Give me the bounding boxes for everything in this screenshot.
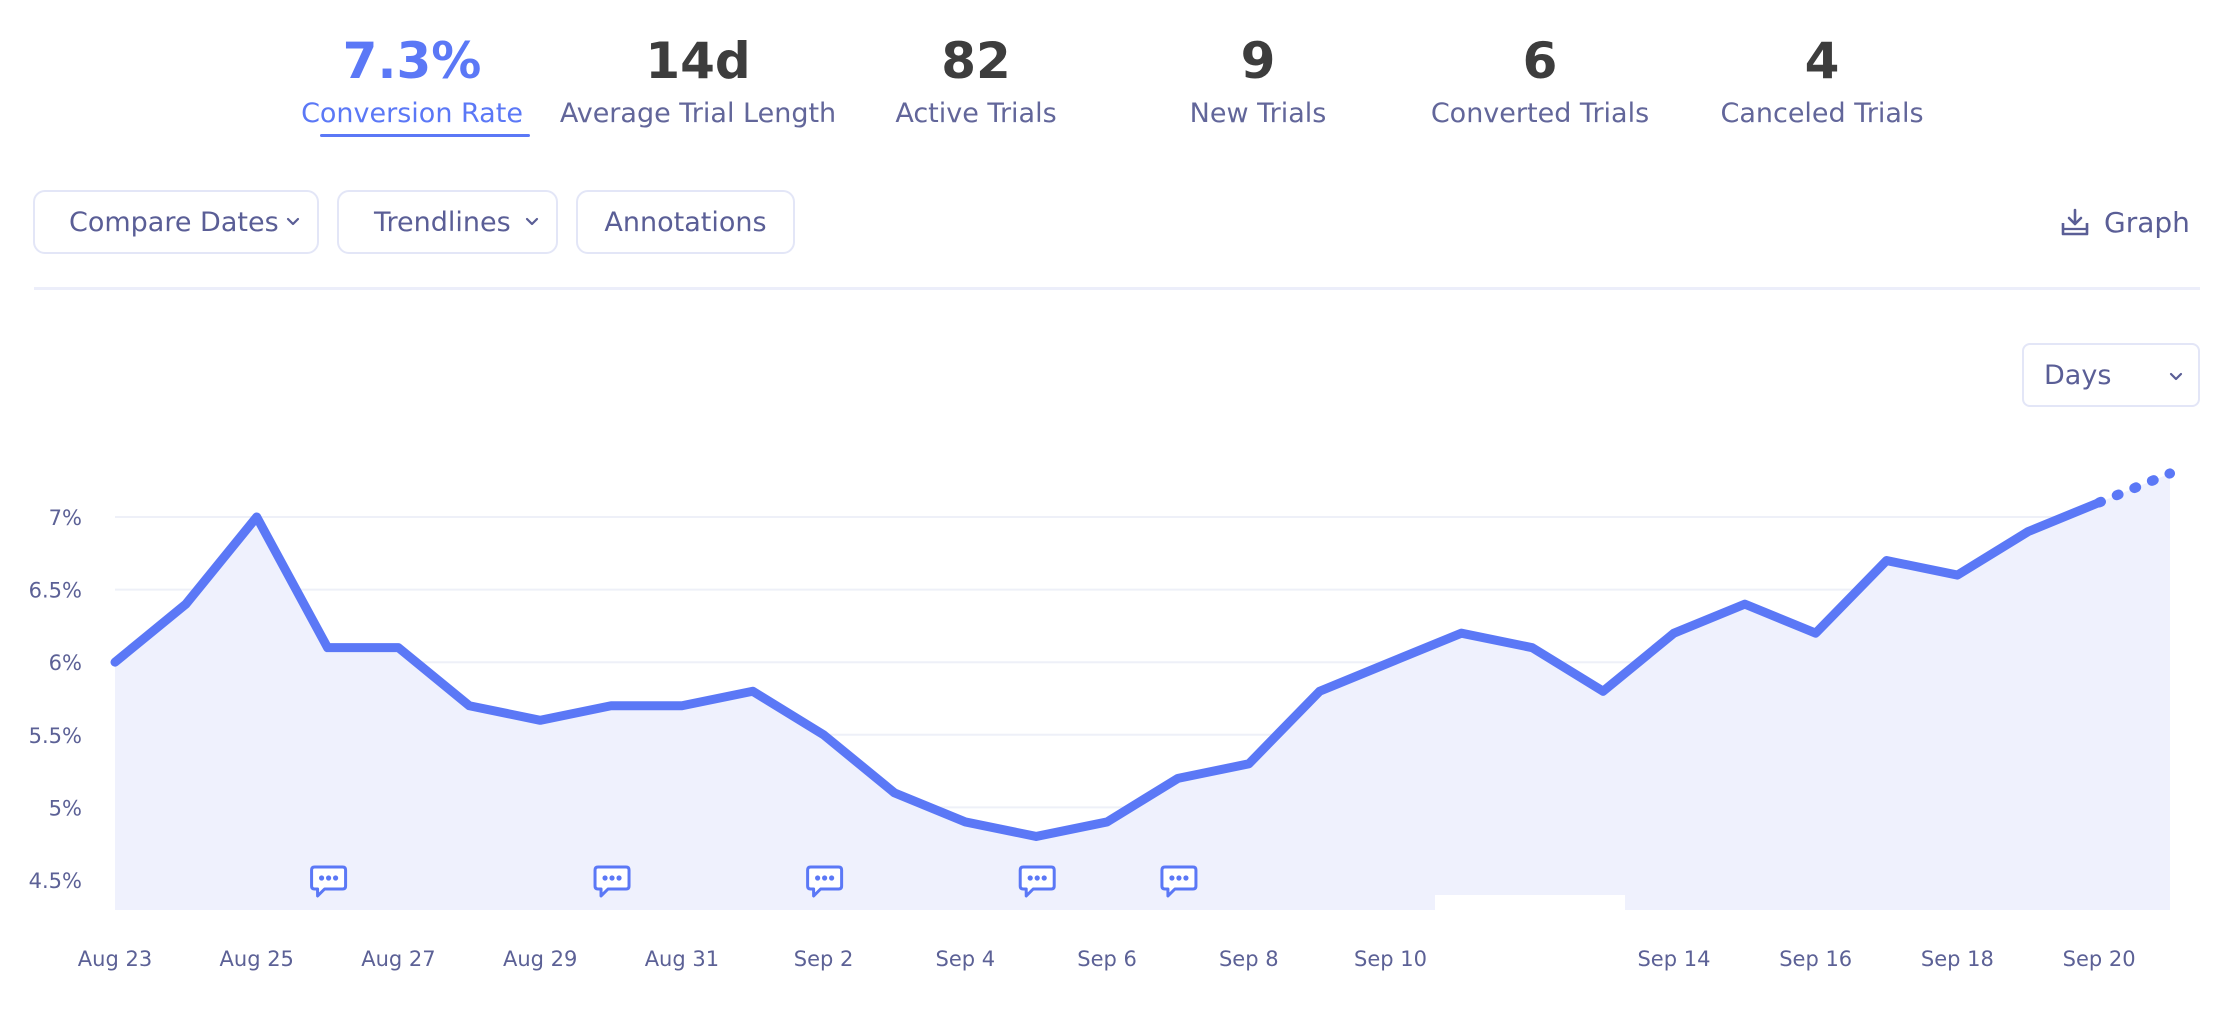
chevron-down-icon: [2169, 372, 2183, 381]
x-tick-label: Sep 18: [1921, 947, 1994, 971]
metric-label: Canceled Trials: [1720, 98, 1924, 129]
x-tick-label: Aug 29: [503, 947, 577, 971]
divider: [34, 287, 2200, 290]
metric-canceled-trials[interactable]: 4 Canceled Trials: [1682, 30, 1962, 136]
metric-converted-trials[interactable]: 6 Converted Trials: [1400, 30, 1680, 136]
download-graph-button[interactable]: Graph: [2060, 200, 2190, 244]
metric-label: Conversion Rate: [301, 98, 523, 129]
y-tick-label: 6.5%: [29, 579, 82, 603]
metric-label: Average Trial Length: [559, 98, 837, 129]
annotation-markers: [310, 865, 1198, 898]
metric-label: Converted Trials: [1430, 98, 1650, 129]
x-tick-label: Aug 31: [645, 947, 719, 971]
metric-label: Active Trials: [895, 98, 1057, 129]
y-tick-label: 4.5%: [29, 869, 82, 893]
x-tick-label: Sep 20: [2063, 947, 2136, 971]
interval-select[interactable]: Days: [2022, 343, 2200, 407]
metric-value: 82: [941, 32, 1011, 90]
metric-new-trials[interactable]: 9 New Trials: [1118, 30, 1398, 136]
trendlines-label: Trendlines: [374, 206, 511, 238]
x-tick-label: Aug 23: [78, 947, 152, 971]
x-tick-label: Sep 4: [936, 947, 996, 971]
chevron-down-icon: [525, 217, 539, 226]
x-tick-label: Sep 8: [1219, 947, 1279, 971]
y-tick-label: 6%: [49, 651, 82, 675]
x-tick-label: Sep 16: [1779, 947, 1852, 971]
trendlines-button[interactable]: Trendlines: [337, 190, 558, 254]
graph-label: Graph: [2104, 205, 2190, 239]
y-tick-label: 5%: [49, 796, 82, 820]
x-tick-label: Aug 25: [220, 947, 294, 971]
series-line: [110, 497, 2104, 841]
metric-label: New Trials: [1189, 98, 1327, 129]
x-tick-label: Sep 14: [1637, 947, 1710, 971]
annotation-marker-icon[interactable]: [1160, 865, 1198, 898]
download-icon: [2061, 208, 2089, 236]
y-tick-label: 5.5%: [29, 724, 82, 748]
annotation-marker-icon[interactable]: [593, 865, 631, 898]
annotation-marker-icon[interactable]: [310, 865, 348, 898]
compare-dates-button[interactable]: Compare Dates: [33, 190, 319, 254]
annotation-marker-icon[interactable]: [806, 865, 844, 898]
metric-value: 9: [1240, 32, 1276, 90]
metric-active-trials[interactable]: 82 Active Trials: [836, 30, 1116, 136]
x-tick-label: Sep 2: [794, 947, 854, 971]
x-axis-ticks: Aug 23 Aug 25 Aug 27 Aug 29 Aug 31 Sep 2 Sep 4…: [78, 947, 2136, 971]
x-tick-label: Aug 27: [361, 947, 435, 971]
area-fill: [115, 473, 2170, 910]
chevron-down-icon: [286, 217, 300, 226]
annotations-button[interactable]: Annotations: [576, 190, 795, 254]
y-tick-label: 7%: [49, 506, 82, 530]
metric-average-trial-length[interactable]: 14d Average Trial Length: [558, 30, 838, 136]
metric-value: 6: [1522, 32, 1558, 90]
metric-value: 4: [1804, 32, 1840, 90]
compare-dates-label: Compare Dates: [69, 206, 279, 238]
metric-conversion-rate[interactable]: 7.3% Conversion Rate: [272, 30, 552, 137]
metric-value: 14d: [645, 32, 751, 90]
y-axis-ticks: 4.5% 5% 5.5% 6% 6.5% 7%: [29, 506, 82, 893]
x-tick-label: Sep 10: [1354, 947, 1427, 971]
metrics-row: 7.3% Conversion Rate 14d Average Trial L…: [0, 30, 2226, 150]
x-tick-label: Sep 6: [1077, 947, 1137, 971]
interval-select-value: Days: [2044, 359, 2112, 391]
annotations-label: Annotations: [604, 206, 767, 238]
metric-value: 7.3%: [342, 32, 482, 90]
annotation-marker-icon[interactable]: [1018, 865, 1056, 898]
active-metric-underline: [320, 134, 530, 137]
projected-line: [2094, 468, 2175, 508]
chart-tooltip-gap: [1435, 895, 1625, 913]
